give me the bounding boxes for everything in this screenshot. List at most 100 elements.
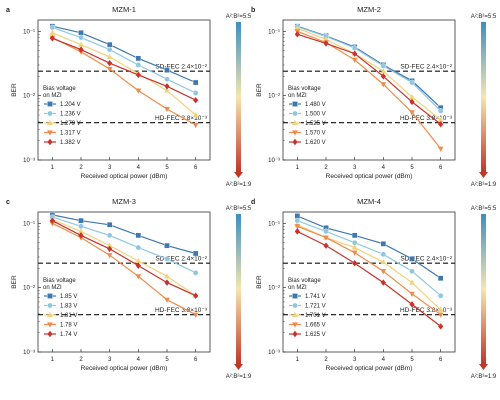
legend-title: Bias voltage <box>43 278 76 284</box>
series-line <box>52 220 196 297</box>
legend-item-label: 1.204 V <box>60 102 81 108</box>
data-point <box>409 301 415 308</box>
data-point <box>135 274 142 280</box>
series-line <box>297 220 442 297</box>
series-line <box>297 30 442 150</box>
chart-panel-d: d MZM-4 10⁻³ 10⁻² 10⁻¹ 1 2 3 4 5 6 Received optical… <box>251 197 497 380</box>
data-point <box>164 76 170 83</box>
data-point <box>47 138 53 146</box>
legend-item-label: 1.382 V <box>60 140 81 146</box>
x-tick-label: 2 <box>79 357 83 363</box>
data-point <box>78 29 84 36</box>
data-point <box>292 293 298 299</box>
plot-frame <box>282 211 456 353</box>
series-line <box>52 37 196 126</box>
legend-item-label: 1.236 V <box>60 112 81 118</box>
data-point <box>192 270 199 276</box>
data-point <box>380 269 387 275</box>
legend-subtitle: on MZI <box>43 285 62 291</box>
chart-panel-b: b MZM-2 10⁻³ 10⁻² 10⁻¹ 1 2 3 4 5 6 Received optical… <box>251 5 497 188</box>
data-point <box>47 110 53 117</box>
colorbar-top-label: A²:B²=5:5 <box>471 14 497 20</box>
data-point <box>78 232 84 239</box>
y-tick-label: 10⁻² <box>268 286 280 292</box>
chart-panel-c: c MZM-3 10⁻³ 10⁻² 10⁻¹ 1 2 3 4 5 6 Received optical… <box>6 197 252 380</box>
colorbar-bottom-label: A²:B²=1:9 <box>226 182 252 188</box>
data-point <box>409 268 415 275</box>
legend-title: Bias voltage <box>288 86 321 92</box>
panel-title: MZM-3 <box>112 197 136 206</box>
data-point <box>437 146 444 152</box>
colorbar-arrow-icon <box>479 172 488 178</box>
data-point <box>294 213 301 219</box>
data-point <box>437 116 444 123</box>
data-point <box>47 119 53 126</box>
data-point <box>193 97 199 104</box>
data-point <box>78 34 84 41</box>
data-point <box>409 291 415 297</box>
x-tick-label: 5 <box>165 357 169 363</box>
x-tick-label: 6 <box>194 165 198 171</box>
data-point <box>47 322 53 328</box>
data-point <box>437 312 444 318</box>
data-point <box>323 40 329 47</box>
x-tick-label: 2 <box>324 357 328 363</box>
y-tick-label: 10⁻¹ <box>23 29 35 35</box>
x-tick-label: 2 <box>324 165 328 171</box>
data-point <box>47 293 53 299</box>
data-point <box>47 130 53 136</box>
data-point <box>164 67 170 73</box>
x-tick-label: 4 <box>382 165 386 171</box>
legend-item-label: 1.83 V <box>60 304 77 310</box>
data-point <box>409 93 415 100</box>
y-axis-label: BER <box>256 83 263 97</box>
data-point <box>409 279 415 285</box>
data-point <box>380 251 387 258</box>
x-tick-label: 4 <box>137 165 141 171</box>
y-tick-label: 10⁻² <box>23 94 35 100</box>
data-point <box>292 322 298 328</box>
data-point <box>437 108 444 114</box>
legend-subtitle: on MZI <box>288 93 307 99</box>
legend-item-label: 1.81 V <box>60 313 77 319</box>
legend-item-label: 1.525 V <box>305 121 326 127</box>
y-tick-label: 10⁻³ <box>268 158 280 164</box>
data-point <box>192 90 199 96</box>
x-tick-label: 3 <box>108 165 112 171</box>
data-point <box>323 36 329 42</box>
data-point <box>292 311 298 318</box>
sd-fec-label: SD-FEC 2.4×10⁻² <box>400 256 452 263</box>
data-point <box>78 217 84 224</box>
colorbar <box>236 22 241 172</box>
data-point <box>352 260 358 267</box>
series-line <box>297 230 442 327</box>
data-point <box>380 258 387 265</box>
data-point <box>380 82 387 88</box>
data-point <box>107 245 113 253</box>
data-point <box>49 24 56 31</box>
x-tick-label: 1 <box>51 357 55 363</box>
data-point <box>164 273 170 279</box>
colorbar-bottom-label: A²:B²=1:9 <box>471 182 497 188</box>
data-point <box>352 50 358 57</box>
series-line <box>297 215 442 279</box>
x-tick-label: 2 <box>79 165 83 171</box>
sd-fec-label: SD-FEC 2.4×10⁻² <box>400 64 452 71</box>
series-line <box>52 32 197 116</box>
x-tick-label: 5 <box>410 165 414 171</box>
data-point <box>78 41 84 47</box>
colorbar <box>481 22 486 172</box>
data-point <box>164 297 170 303</box>
colorbar-arrow-icon <box>234 172 243 178</box>
legend-item-label: 1.570 V <box>305 131 326 137</box>
data-point <box>106 53 113 60</box>
data-point <box>135 244 142 251</box>
hd-fec-label: HD-FEC 3.8×10⁻³ <box>400 307 453 314</box>
panel-label: a <box>6 7 10 14</box>
data-point <box>47 302 53 309</box>
data-point <box>135 257 142 264</box>
data-point <box>351 45 358 51</box>
data-point <box>164 83 170 90</box>
data-point <box>106 66 113 73</box>
legend-subtitle: on MZI <box>43 93 62 99</box>
